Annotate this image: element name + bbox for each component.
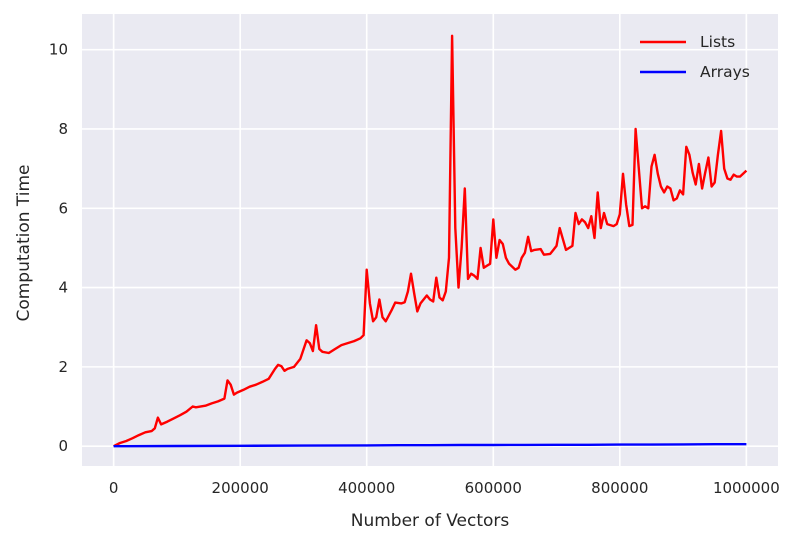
y-tick-label: 0 bbox=[58, 437, 68, 455]
y-tick-label: 4 bbox=[58, 279, 68, 297]
plot-background bbox=[82, 14, 778, 466]
x-tick-label: 600000 bbox=[465, 479, 522, 497]
x-axis-ticks: 0 200000 400000 600000 800000 1000000 bbox=[109, 479, 780, 497]
legend-label-arrays: Arrays bbox=[700, 63, 750, 81]
series-layer bbox=[113, 34, 748, 448]
x-tick-label: 200000 bbox=[212, 479, 269, 497]
x-tick-label: 800000 bbox=[591, 479, 648, 497]
y-tick-label: 6 bbox=[58, 199, 68, 217]
x-tick-label: 1000000 bbox=[713, 479, 780, 497]
legend-label-lists: Lists bbox=[700, 33, 735, 51]
y-axis-ticks: 0 2 4 6 8 10 bbox=[49, 41, 68, 455]
y-tick-label: 10 bbox=[49, 41, 68, 59]
y-axis-label: Computation Time bbox=[14, 164, 34, 321]
x-tick-label: 400000 bbox=[338, 479, 395, 497]
y-tick-label: 8 bbox=[58, 120, 68, 138]
y-tick-label: 2 bbox=[58, 358, 68, 376]
series-line-lists bbox=[113, 34, 748, 448]
x-axis-label: Number of Vectors bbox=[351, 511, 510, 531]
legend: Lists Arrays bbox=[640, 33, 750, 81]
series-line-arrays bbox=[113, 443, 747, 448]
x-tick-label: 0 bbox=[109, 479, 119, 497]
